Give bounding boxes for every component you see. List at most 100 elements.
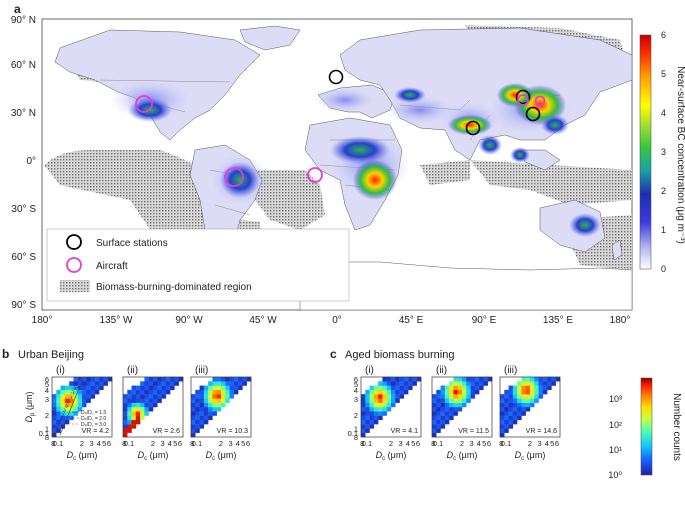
heatmap-cell xyxy=(444,398,450,403)
heatmap-cell xyxy=(444,394,450,399)
heatmap-cell xyxy=(386,377,392,382)
legend-biomass-label: Biomass-burning-dominated region xyxy=(96,282,252,293)
heatmap-x-tick: 4 xyxy=(477,439,481,448)
heatmap-cell xyxy=(216,394,222,399)
heatmap-x-label: Dc (μm) xyxy=(138,450,169,462)
lat-tick: 90° S xyxy=(11,300,36,311)
heatmap-cell xyxy=(444,411,450,416)
heatmap-cell xyxy=(504,411,509,416)
heatmap-cell xyxy=(191,419,196,425)
heatmap-cell xyxy=(466,394,471,399)
heatmap-cell xyxy=(449,402,454,408)
heatmap-cell xyxy=(534,385,539,391)
heatmap-cell xyxy=(466,385,471,391)
aircraft-markers xyxy=(135,94,546,187)
heatmap-cell xyxy=(165,385,171,391)
heatmap-cell xyxy=(382,407,387,412)
nc-tick: 10¹ xyxy=(609,445,622,455)
heatmap-cell xyxy=(233,385,239,391)
heatmap-x-label: Dc (μm) xyxy=(67,450,98,462)
heatmap-cell xyxy=(153,402,158,408)
heatmap-cell xyxy=(369,419,375,425)
heatmap-cell xyxy=(361,394,366,399)
heatmap-cell xyxy=(208,398,213,403)
heatmap-cell xyxy=(221,394,226,399)
heatmap-cell xyxy=(242,381,247,386)
heatmap-cell xyxy=(365,424,370,429)
heatmap-x-tick: 2 xyxy=(460,439,464,448)
heatmap-cell xyxy=(373,394,379,399)
heatmap-cell xyxy=(500,424,505,429)
heatmap-cell xyxy=(246,377,252,382)
heatmap-cell xyxy=(512,394,518,399)
heatmap-cell xyxy=(56,411,61,416)
bc-colorbar: 6 5 4 3 2 1 0 Near-surface BC concentrat… xyxy=(639,30,685,274)
heatmap-y-tick: 4 xyxy=(45,386,49,395)
heatmap-cell xyxy=(90,389,96,395)
heatmap-cell xyxy=(123,407,128,412)
heatmap-cell xyxy=(512,415,518,421)
heatmap-cell xyxy=(86,389,91,395)
heatmap-cell xyxy=(107,377,113,382)
heatmap-cell xyxy=(403,385,409,391)
heatmap-cell xyxy=(470,381,476,386)
heatmap-cell xyxy=(462,389,467,395)
panel-c-title: Aged biomass burning xyxy=(345,349,454,361)
heatmap-cell xyxy=(77,394,83,399)
bc-colorbar-label: Near-surface BC concentration (μg m⁻³) xyxy=(675,66,685,244)
heatmap-cell xyxy=(378,394,383,399)
heatmap-cell xyxy=(225,398,230,403)
heatmap-x-tick: 8 xyxy=(360,439,364,448)
heatmap-cell xyxy=(221,402,226,408)
heatmap-cell xyxy=(64,394,70,399)
heatmap-x-tick: 6 xyxy=(178,439,182,448)
heatmap-cell xyxy=(191,432,196,438)
heatmap-cell xyxy=(144,385,149,391)
heatmap-x-tick: 0.1 xyxy=(362,439,372,448)
bc-tick: 6 xyxy=(661,30,666,40)
heatmap-cell xyxy=(457,398,463,403)
heatmap-cell xyxy=(140,398,145,403)
panel-b-label: b xyxy=(2,347,9,361)
heatmap-cell xyxy=(373,411,379,416)
heatmap-cell xyxy=(161,394,167,399)
heatmap-cell xyxy=(399,385,405,391)
heatmap-cell xyxy=(457,381,463,386)
heatmap-cell xyxy=(470,385,476,391)
heatmap-cell xyxy=(436,419,441,425)
heatmap-cell xyxy=(399,377,405,382)
heatmap-cell xyxy=(361,424,366,429)
heatmap-cell xyxy=(538,385,544,391)
heatmap-cell xyxy=(500,411,505,416)
heatmap-cell xyxy=(500,402,505,408)
heatmap-cell xyxy=(212,411,217,416)
lat-tick: 60° N xyxy=(11,60,36,71)
heatmap-cell xyxy=(504,415,509,421)
heatmap-cell xyxy=(86,381,91,386)
lat-tick: 30° N xyxy=(11,108,36,119)
heatmap-y-tick: 3 xyxy=(45,395,49,404)
heatmap-cell xyxy=(64,419,70,425)
heatmap-cell xyxy=(440,398,446,403)
heatmap-cell xyxy=(361,398,366,403)
heatmap-cell xyxy=(148,381,154,386)
heatmap-cell xyxy=(131,385,137,391)
heatmap-cell xyxy=(203,398,209,403)
heatmap-cell xyxy=(436,411,441,416)
heatmap-cell xyxy=(191,411,196,416)
heatmap-x-tick: 6 xyxy=(555,439,559,448)
heatmap-cell xyxy=(403,389,409,395)
heatmap-cell xyxy=(195,428,200,433)
heatmap-cell xyxy=(56,398,61,403)
heatmap-cell xyxy=(82,402,87,408)
heatmap-cell xyxy=(216,377,222,382)
heatmap-x-tick: 3 xyxy=(90,439,94,448)
heatmap-cell xyxy=(462,394,467,399)
heatmap-cell xyxy=(382,381,387,386)
heatmap-cell xyxy=(508,407,514,412)
heatmap-cell xyxy=(191,394,196,399)
heatmap-cell xyxy=(208,385,213,391)
heatmap-title: (iii) xyxy=(504,365,517,376)
heatmap-cell xyxy=(530,398,535,403)
heatmap-cell xyxy=(127,407,132,412)
